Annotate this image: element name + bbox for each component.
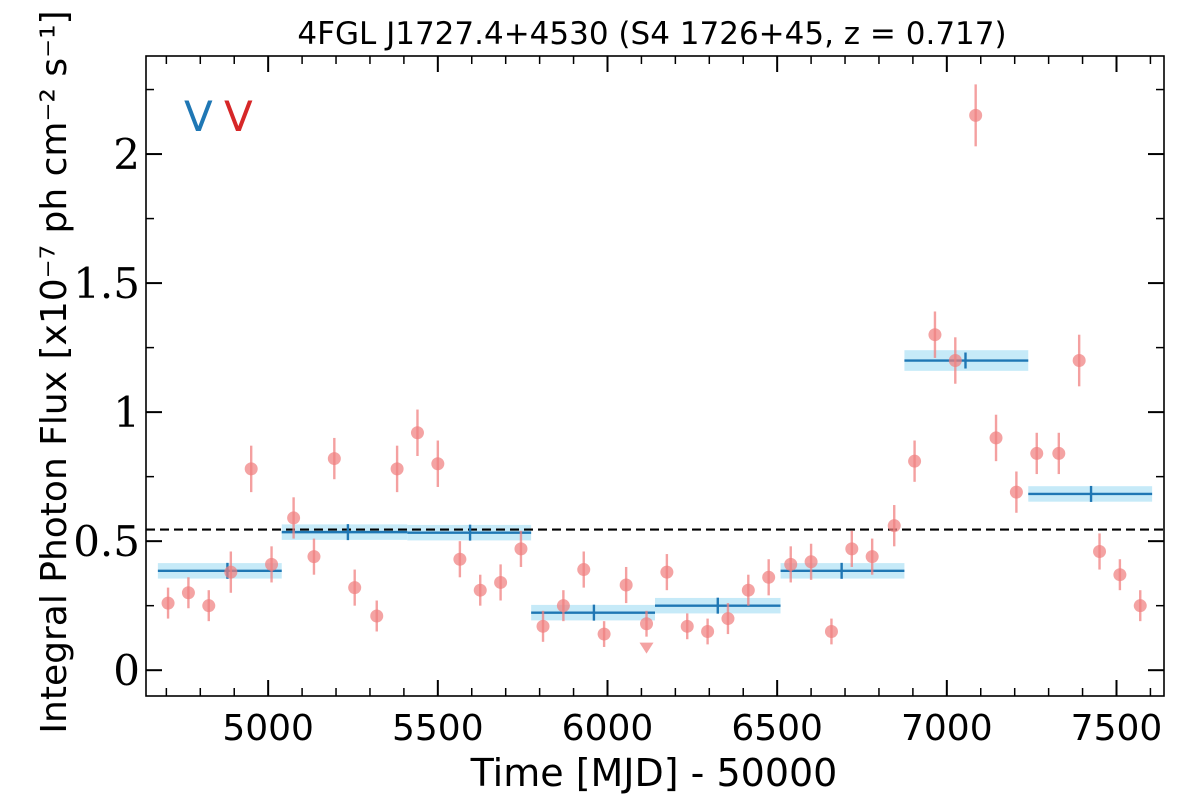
y-tick-label: 1: [113, 388, 140, 437]
data-point: [307, 550, 321, 564]
y-tick-label: 2: [113, 130, 140, 179]
data-point: [410, 426, 424, 440]
data-point: [453, 552, 467, 566]
plot-frame: [145, 55, 1165, 697]
data-point: [721, 612, 735, 626]
data-point: [1052, 446, 1066, 460]
data-point: [287, 511, 301, 525]
data-point: [680, 619, 694, 633]
data-point: [989, 431, 1003, 445]
y-axis-label: Integral Photon Flux [x10⁻⁷ ph cm⁻² s⁻¹]: [34, 10, 75, 733]
x-tick-label: 7000: [901, 708, 993, 749]
x-tick-label: 5500: [392, 708, 484, 749]
data-point: [181, 586, 195, 600]
data-point: [784, 557, 798, 571]
x-tick-label: 5000: [222, 708, 314, 749]
data-point: [514, 542, 528, 556]
variability-flag-points: V: [224, 92, 253, 141]
data-point: [431, 457, 445, 471]
variability-flag-bins: V: [184, 92, 213, 141]
data-point: [619, 578, 633, 592]
data-point: [536, 619, 550, 633]
data-point: [908, 454, 922, 468]
y-tick-label: 1.5: [73, 259, 140, 308]
data-point: [928, 328, 942, 342]
x-tick-label: 7500: [1071, 708, 1163, 749]
upper-limit-arrow: [639, 642, 654, 654]
data-point: [577, 563, 591, 577]
data-point: [327, 452, 341, 466]
data-point: [741, 583, 755, 597]
data-point: [824, 624, 838, 638]
data-point: [845, 542, 859, 556]
data-point: [887, 519, 901, 533]
data-point: [556, 599, 570, 613]
data-point: [865, 550, 879, 564]
data-point: [1072, 354, 1086, 368]
data-point: [1113, 568, 1127, 582]
data-point: [640, 617, 654, 631]
data-point: [969, 108, 983, 122]
plot-axes: 5000 5500 6000 6500 7000 7500 0 0.5 1 1.5 2: [73, 55, 1165, 749]
data-point: [804, 555, 818, 569]
data-point: [494, 575, 508, 589]
x-tick-label: 6000: [562, 708, 654, 749]
data-point: [762, 570, 776, 584]
data-point: [1093, 544, 1107, 558]
data-point: [1133, 599, 1147, 613]
data-point: [202, 599, 216, 613]
data-point: [224, 565, 238, 579]
y-tick-label: 0: [113, 646, 140, 695]
x-tick-label: 6500: [731, 708, 823, 749]
data-point: [948, 354, 962, 368]
y-tick-label: 0.5: [73, 517, 140, 566]
plot-marks: [146, 84, 1164, 654]
data-point: [1030, 446, 1044, 460]
data-point: [1009, 485, 1023, 499]
data-point: [701, 624, 715, 638]
data-point: [161, 596, 175, 610]
data-point: [265, 557, 279, 571]
chart-title: 4FGL J1727.4+4530 (S4 1726+45, z = 0.717…: [297, 16, 1006, 52]
data-point: [473, 583, 487, 597]
data-point: [370, 609, 384, 623]
x-axis-label: Time [MJD] - 50000: [470, 751, 838, 795]
data-point: [348, 581, 362, 595]
data-point: [244, 462, 258, 476]
data-point: [597, 627, 611, 641]
data-point: [660, 565, 674, 579]
data-point: [390, 462, 404, 476]
